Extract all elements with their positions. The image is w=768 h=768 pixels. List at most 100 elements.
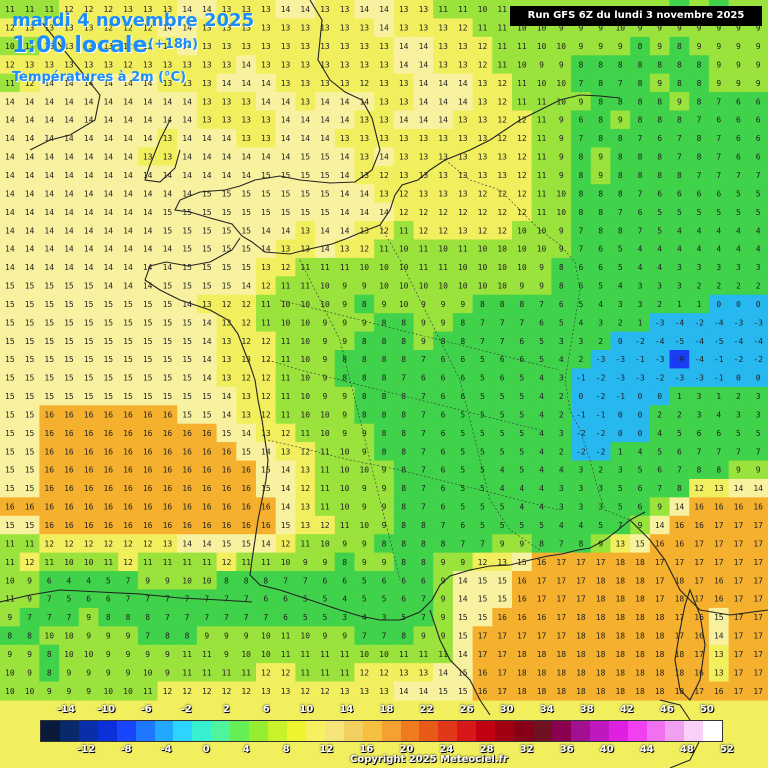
temperature-cell [393,73,415,93]
temperature-value: 14 [202,134,212,143]
temperature-cell [728,55,749,75]
temperature-cell [0,147,21,167]
temperature-cell [118,36,139,56]
temperature-cell [295,36,316,56]
temperature-value: 13 [163,60,173,69]
temperature-value: 6 [421,576,426,585]
temperature-value: 8 [638,79,643,88]
temperature-cell [630,165,651,185]
temperature-value: -2 [596,429,606,438]
temperature-cell [433,147,454,167]
temperature-value: 0 [638,392,643,401]
temperature-value: 16 [241,521,251,530]
temperature-cell [492,0,513,20]
temperature-value: 10 [478,263,488,272]
temperature-value: 6 [519,337,524,346]
temperature-value: 11 [340,521,350,530]
temperature-value: -1 [714,355,724,364]
temperature-value: 17 [694,558,704,567]
temperature-value: 11 [438,650,448,659]
temperature-value: 9 [559,153,564,162]
temperature-cell [19,55,40,75]
temperature-cell [177,110,198,130]
temperature-value: 12 [261,355,271,364]
temperature-cell [492,73,513,93]
temperature-cell [472,110,493,130]
scale-swatch [589,721,609,741]
scale-swatch [703,721,723,741]
temperature-cell [157,73,178,93]
temperature-value: 5 [500,410,505,419]
scale-tick-label: 14 [339,704,354,715]
temperature-value: 13 [340,79,350,88]
temperature-value: 1 [618,447,623,456]
temperature-value: 10 [300,300,310,309]
temperature-value: 14 [143,116,153,125]
temperature-value: 8 [401,429,406,438]
temperature-value: 12 [123,558,133,567]
temperature-cell [78,92,100,112]
temperature-value: 11 [281,337,291,346]
temperature-value: 14 [419,97,429,106]
temperature-value: 16 [655,539,665,548]
temperature-value: 8 [618,189,623,198]
temperature-value: 10 [399,263,409,272]
temperature-cell [216,165,237,185]
temperature-value: 16 [694,503,704,512]
temperature-value: 13 [84,60,94,69]
temperature-value: 8 [598,134,603,143]
temperature-value: 16 [103,429,113,438]
temperature-value: 13 [281,245,291,254]
temperature-value: 11 [5,539,15,548]
temperature-value: 7 [421,466,426,475]
temperature-value: 10 [497,263,507,272]
temperature-value: 8 [519,300,524,309]
temperature-value: 12 [202,687,212,696]
temperature-value: 10 [419,282,429,291]
temperature-value: 13 [241,42,251,51]
temperature-value: 13 [261,60,271,69]
temperature-value: 17 [734,539,744,548]
temperature-value: 16 [103,466,113,475]
temperature-value: 16 [64,410,74,419]
temperature-cell [196,165,218,185]
temperature-value: 9 [323,632,328,641]
temperature-value: 13 [359,171,369,180]
temperature-cell [393,165,415,185]
temperature-value: 15 [5,447,15,456]
temperature-value: 15 [241,263,251,272]
temperature-value: 10 [241,650,251,659]
temperature-value: 9 [579,97,584,106]
temperature-value: 14 [163,189,173,198]
temperature-value: 18 [576,613,586,622]
temperature-cell [433,73,454,93]
temperature-value: 7 [421,447,426,456]
scale-tick-label: 10 [299,704,314,715]
temperature-cell [0,184,21,204]
temperature-cell [492,147,513,167]
temperature-value: 15 [103,300,113,309]
temperature-value: 5 [460,410,465,419]
temperature-cell [708,128,730,148]
temperature-cell [0,36,21,56]
temperature-cell [492,55,513,75]
temperature-value: 14 [44,134,54,143]
temperature-value: 13 [379,97,389,106]
temperature-value: 16 [163,503,173,512]
temperature-value: 10 [517,263,527,272]
temperature-value: 0 [736,374,741,383]
temperature-cell [452,147,474,167]
temperature-value: 3 [736,263,741,272]
temperature-value: 16 [675,521,685,530]
temperature-value: 10 [478,5,488,14]
temperature-value: 15 [320,153,330,162]
temperature-cell [748,73,768,93]
temperature-value: 14 [281,116,291,125]
temperature-cell [472,0,493,20]
temperature-cell [236,92,257,112]
temperature-value: 18 [596,595,606,604]
temperature-value: 14 [320,134,330,143]
temperature-value: -4 [694,355,704,364]
temperature-value: 11 [143,687,153,696]
temperature-value: 9 [382,503,387,512]
